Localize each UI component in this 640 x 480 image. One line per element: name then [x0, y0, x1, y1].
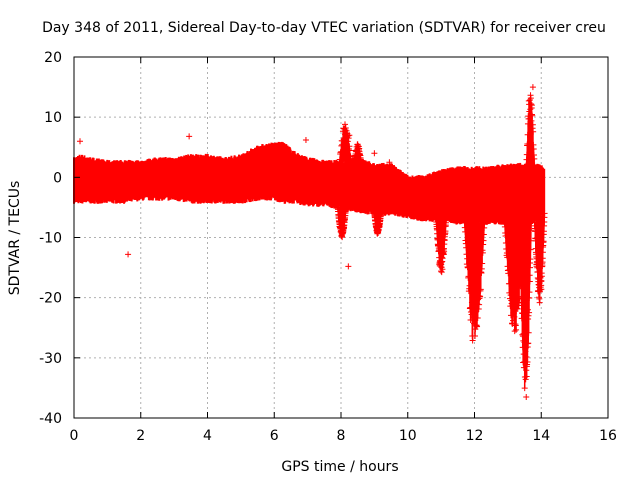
y-tick-label: 0 — [53, 170, 62, 186]
x-tick-label: 16 — [599, 428, 617, 444]
data-point — [125, 251, 132, 258]
data-points — [73, 84, 548, 400]
y-tick-label: -40 — [39, 411, 62, 427]
data-point — [302, 137, 309, 144]
x-tick-label: 2 — [136, 428, 145, 444]
y-tick-label: -30 — [39, 351, 62, 367]
data-point — [354, 141, 361, 148]
data-point — [531, 162, 538, 169]
y-axis-label: SDTVAR / TECUs — [7, 181, 23, 296]
data-point — [346, 132, 353, 139]
data-point — [524, 306, 531, 313]
data-point — [378, 210, 385, 217]
data-point — [443, 217, 450, 224]
x-tick-label: 14 — [532, 428, 550, 444]
chart-title: Day 348 of 2011, Sidereal Day-to-day VTE… — [42, 20, 606, 36]
x-tick-label: 0 — [70, 428, 79, 444]
data-point — [386, 159, 393, 166]
y-tick-label: -20 — [39, 291, 62, 307]
x-tick-label: 10 — [399, 428, 417, 444]
x-tick-label: 6 — [270, 428, 279, 444]
data-point — [77, 138, 84, 145]
y-tick-label: 20 — [44, 50, 62, 66]
data-point — [529, 84, 536, 91]
data-point — [481, 219, 488, 226]
data-point — [374, 228, 381, 235]
axis-ticks: 0 2 4 6 8 10 12 14 16 -40 -30 -20 -10 0 10 20 — [39, 50, 617, 444]
x-axis-label: GPS time / hours — [281, 459, 398, 475]
data-point — [358, 157, 365, 164]
data-point — [342, 121, 349, 128]
data-point — [371, 150, 378, 157]
y-tick-label: 10 — [44, 110, 62, 126]
data-point — [348, 157, 355, 164]
x-tick-label: 12 — [466, 428, 484, 444]
data-point — [186, 133, 193, 140]
data-point — [541, 210, 548, 217]
data-point — [343, 205, 350, 212]
data-point — [523, 393, 530, 400]
x-tick-label: 4 — [203, 428, 212, 444]
data-point — [528, 102, 535, 109]
data-point — [345, 263, 352, 270]
x-tick-label: 8 — [337, 428, 346, 444]
y-tick-label: -10 — [39, 231, 62, 247]
